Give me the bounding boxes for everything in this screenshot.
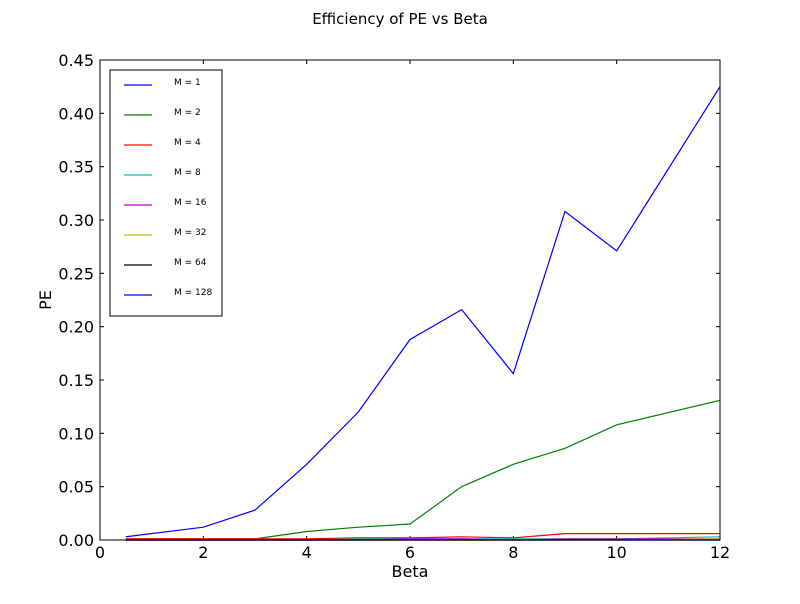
legend-label: M = 2 [174,108,201,118]
series-line-1 [125,86,721,538]
x-tick-label: 6 [405,543,415,562]
x-axis-title: Beta [392,562,429,581]
y-tick-label: 0.30 [58,211,94,230]
legend-label: M = 8 [174,168,201,178]
legend-label: M = 16 [174,198,207,208]
y-tick-label: 0.40 [58,104,94,123]
legend-label: M = 1 [174,78,201,88]
x-tick-label: 12 [710,543,730,562]
legend-label: M = 32 [174,228,206,238]
series-line-2 [125,399,721,540]
y-tick-label: 0.45 [58,51,94,70]
legend: M = 1 M = 2 M = 4 M = 8 M = 16 M = 32 M = 64 M … [109,69,223,317]
x-tick-label: 4 [302,543,312,562]
y-tick-label: 0.25 [58,264,94,283]
legend-label: M = 64 [174,258,207,268]
y-tick-label: 0.35 [58,158,94,177]
plot-area-frame [99,59,721,541]
chart-title: Efficiency of PE vs Beta [312,10,488,28]
series-line-3 [125,532,720,540]
y-tick-label: 0.15 [58,371,94,390]
x-tick-label: 8 [508,543,518,562]
x-tick-label: 0 [95,543,105,562]
y-tick-label: 0.00 [58,531,94,550]
axis-ticks: 0 2 4 6 8 10 12 0.00 0.05 0.10 0.15 0.20 0.25 0.30 0.3… [58,51,730,562]
legend-items: M = 1 M = 2 M = 4 M = 8 M = 16 M = 32 M = 64 M … [124,78,212,298]
x-tick-label: 2 [198,543,208,562]
y-tick-label: 0.05 [58,478,94,497]
x-tick-label: 10 [606,543,626,562]
legend-label: M = 128 [174,288,212,298]
legend-label: M = 4 [174,138,201,148]
legend-box [109,69,223,317]
y-tick-label: 0.20 [58,318,94,337]
y-axis-title: PE [36,290,55,310]
y-tick-label: 0.10 [58,424,94,443]
